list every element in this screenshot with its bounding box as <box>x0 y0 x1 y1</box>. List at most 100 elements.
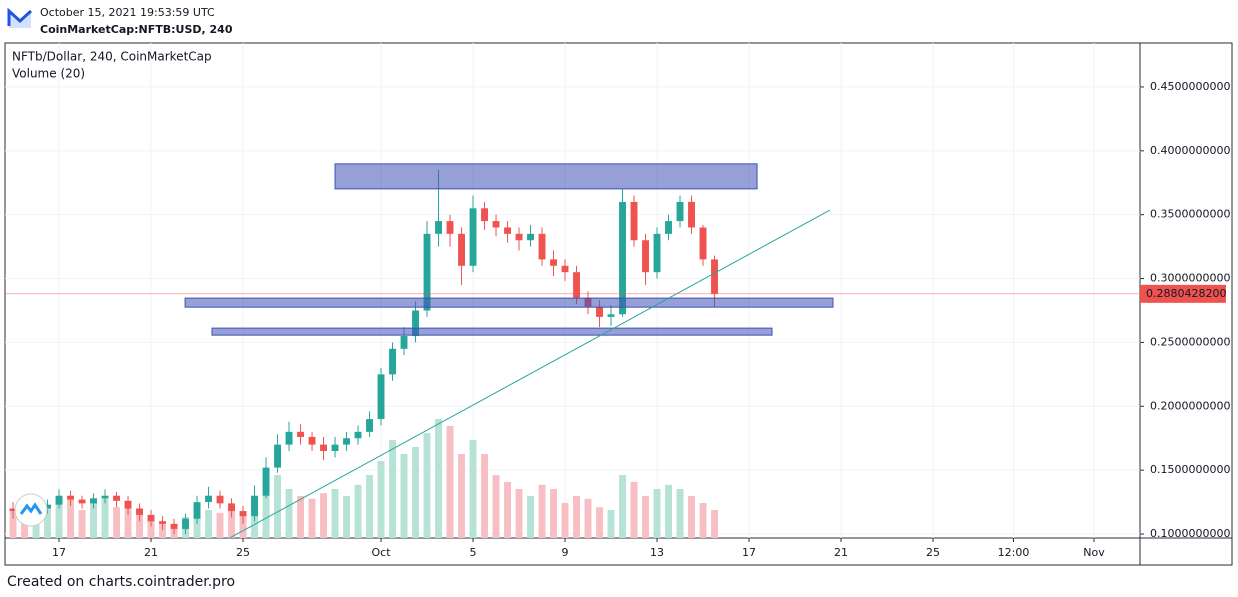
volume-bar <box>630 482 638 538</box>
candle-body <box>297 431 304 437</box>
candle-body <box>711 259 718 294</box>
volume-bar <box>67 498 74 538</box>
volume-bar <box>78 510 86 538</box>
candle-body <box>193 502 201 519</box>
volume-bar <box>688 496 695 538</box>
x-tick-label: Oct <box>372 546 392 559</box>
volume-bar <box>458 454 465 538</box>
volume-bar <box>366 475 373 538</box>
candle-body <box>320 444 327 452</box>
x-tick-label: 21 <box>144 546 158 559</box>
volume-bar <box>619 475 626 538</box>
volume-bar <box>228 510 235 538</box>
candle-body <box>182 518 189 529</box>
candle-body <box>366 419 373 432</box>
candle-body <box>354 431 362 439</box>
candle-body <box>469 208 477 266</box>
volume-bar <box>527 496 534 538</box>
x-tick-label: 13 <box>650 546 664 559</box>
volume-bar <box>216 512 224 538</box>
last-price-box <box>1140 284 1226 303</box>
candle-body <box>67 495 74 500</box>
volume-bar <box>147 517 155 538</box>
candle-body <box>124 500 132 509</box>
y-tick-label: 0.1000000000 <box>1150 527 1230 540</box>
volume-bar <box>124 503 132 538</box>
candle-body <box>147 514 155 522</box>
candle-body <box>400 336 408 349</box>
volume-bar <box>446 426 454 538</box>
volume-bar <box>711 510 718 538</box>
candle-body <box>159 521 166 524</box>
volume-bar <box>113 507 120 538</box>
x-tick-label: 9 <box>562 546 569 559</box>
x-tick-label: 17 <box>52 546 66 559</box>
candle-body <box>239 511 247 517</box>
candle-body <box>688 201 695 228</box>
volume-bar <box>435 419 442 538</box>
volume-bar <box>561 503 569 538</box>
candle-body <box>90 498 97 504</box>
volume-bar <box>354 484 362 538</box>
candle-body <box>676 201 684 222</box>
volume-bar <box>596 507 603 538</box>
x-tick-label: 17 <box>742 546 756 559</box>
candle-body <box>446 221 454 234</box>
candle-body <box>665 221 672 234</box>
volume-bar <box>297 496 304 538</box>
support-zone <box>211 327 773 336</box>
volume-bar <box>32 517 40 538</box>
support-zone <box>334 163 758 190</box>
volume-bar <box>285 489 293 538</box>
candle-body <box>170 523 178 529</box>
volume-bar <box>274 475 281 538</box>
candle-body <box>619 201 626 315</box>
volume-bar <box>262 482 270 538</box>
candle-body <box>262 467 270 496</box>
x-tick-label: 5 <box>470 546 477 559</box>
candle-body <box>228 503 235 512</box>
volume-bar <box>642 496 649 538</box>
y-tick-label: 0.2000000000 <box>1150 399 1230 412</box>
volume-bar <box>550 489 557 538</box>
volume-bar <box>331 489 339 538</box>
candle-body <box>492 221 500 228</box>
volume-bar <box>320 493 327 538</box>
volume-bar <box>676 489 684 538</box>
support-zone <box>184 297 834 308</box>
candle-body <box>308 436 316 445</box>
candle-body <box>596 306 603 317</box>
y-tick-label: 0.1500000000 <box>1150 463 1230 476</box>
volume-bar <box>538 484 546 538</box>
candle-body <box>642 240 649 273</box>
volume-bar <box>412 447 419 538</box>
volume-label: Volume (20) <box>12 67 85 81</box>
x-tick-label: Nov <box>1083 546 1105 559</box>
logo <box>7 7 33 30</box>
y-tick-label: 0.2500000000 <box>1150 335 1230 348</box>
candle-body <box>630 201 638 241</box>
x-tick-label: 12:00 <box>998 546 1030 559</box>
volume-bar <box>400 454 408 538</box>
volume-bar <box>21 512 28 538</box>
candle-body <box>343 438 350 445</box>
candle-body <box>504 227 511 234</box>
candle-body <box>78 499 86 504</box>
y-tick-label: 0.3000000000 <box>1150 272 1230 285</box>
header-source: CoinMarketCap:NFTB:USD, 240 <box>40 23 233 36</box>
candle-body <box>389 348 396 375</box>
watermark-icon <box>19 502 43 515</box>
volume-bar <box>492 475 500 538</box>
trendline <box>229 209 831 539</box>
candle-body <box>423 233 431 311</box>
volume-bar <box>205 510 212 538</box>
candle-body <box>101 495 109 499</box>
chart-title: NFTb/Dollar, 240, CoinMarketCap <box>12 50 212 64</box>
y-tick-label: 0.3500000000 <box>1150 208 1230 221</box>
candle-body <box>55 495 63 505</box>
candle-body <box>44 504 51 509</box>
volume-bar <box>389 440 396 538</box>
volume-bar <box>665 484 672 538</box>
volume-bar <box>9 510 17 538</box>
